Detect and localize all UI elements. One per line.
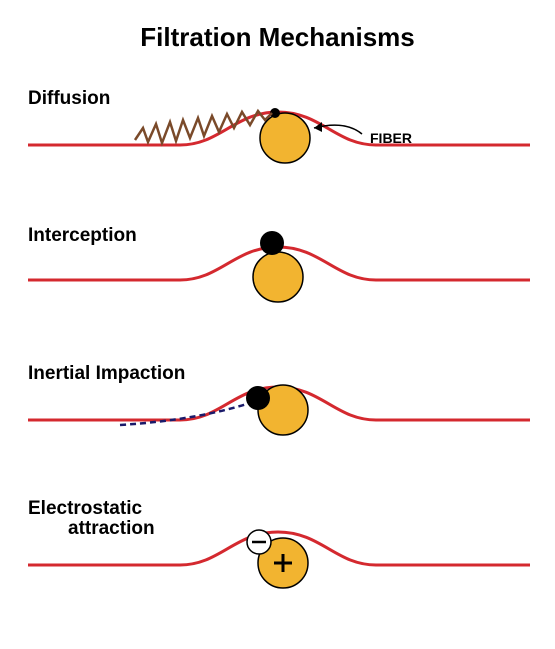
fiber-label: FIBER [370, 130, 412, 146]
sublabel-electrostatic: attraction [68, 518, 155, 540]
label-interception: Interception [28, 225, 137, 247]
small-particle [246, 386, 270, 410]
fiber-particle [253, 252, 303, 302]
page-title: Filtration Mechanisms [0, 22, 555, 53]
label-electrostatic: Electrostatic [28, 498, 142, 520]
small-particle [260, 231, 284, 255]
fiber-particle [260, 113, 310, 163]
label-inertial: Inertial Impaction [28, 363, 185, 385]
label-diffusion: Diffusion [28, 88, 110, 110]
